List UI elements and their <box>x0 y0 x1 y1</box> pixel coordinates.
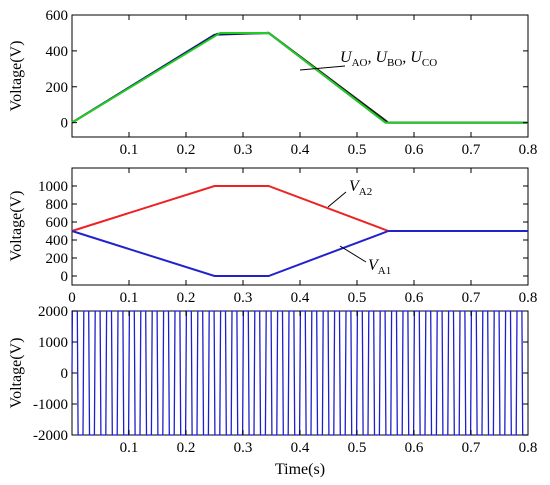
annotation-sub-3: CO <box>422 57 437 69</box>
series-UCO <box>71 31 528 124</box>
annotation-va1-arrow <box>339 245 367 263</box>
series-UBO <box>71 31 528 124</box>
panel-1-xtick-label: 0.5 <box>348 142 367 158</box>
panel-3-xtick-label: 0.2 <box>177 440 196 456</box>
panel-2-xtick-label: 0 <box>68 290 76 306</box>
panel-2-xtick-label: 0.7 <box>462 290 481 306</box>
panel-2-xtick-label: 0.6 <box>405 290 424 306</box>
panel-2-xtick-label: 0.8 <box>519 290 538 306</box>
panel-2-ytick-label: 800 <box>46 197 69 213</box>
svg-text:UAO, UBO, UCO: UAO, UBO, UCO <box>340 49 437 69</box>
panel-2-ytick-label: 0 <box>61 269 69 285</box>
panel-1-frame <box>71 14 529 138</box>
series-UAO <box>71 31 528 124</box>
series-VA1 <box>71 230 528 277</box>
panel-3-xtick-label: 0.7 <box>462 440 481 456</box>
panel-2-xtick-label: 0.3 <box>234 290 253 306</box>
series-line-voltage <box>71 310 528 436</box>
panel-3-ytick-label: 2000 <box>38 304 68 320</box>
panel-2-ytick-label: 1000 <box>38 179 68 195</box>
annotation-sub-1: AO <box>352 57 368 69</box>
panel-3-xtick-label: 0.6 <box>405 440 424 456</box>
annotation-u-phase: UAO, UBO, UCO <box>299 49 437 71</box>
annotation-var-1: U <box>340 49 353 66</box>
annotation-va2-var: V <box>349 178 361 195</box>
annotation-va1-var: V <box>368 257 380 274</box>
panel-3-ytick-label: -2000 <box>33 428 68 444</box>
panel-1-xtick-label: 0.7 <box>462 142 481 158</box>
panel-2-ylabel: Voltage(V) <box>8 191 25 262</box>
annotation-arrow <box>299 65 346 71</box>
panel-2-xtick-label: 0.4 <box>291 290 310 306</box>
panel-1-ytick-label: 600 <box>46 8 69 24</box>
annotation-va2-sub: A2 <box>359 186 372 198</box>
panel-1-xtick-label: 0.3 <box>234 142 253 158</box>
annotation-va2: VA2 <box>327 178 372 208</box>
panel-2-frame <box>71 167 529 286</box>
panel-1-xtick-label: 0.8 <box>519 142 538 158</box>
annotation-va2-arrow <box>327 191 347 208</box>
panel-3-xtick-label: 0.8 <box>519 440 538 456</box>
panel-1-xtick-label: 0.6 <box>405 142 424 158</box>
panel-2-ytick-label: 400 <box>46 233 69 249</box>
svg-text:VA1: VA1 <box>368 257 391 277</box>
panel-3-ytick-label: -1000 <box>33 397 68 413</box>
annotation-var-3: U <box>410 49 423 66</box>
panel-3-xtick-label: 0.4 <box>291 440 310 456</box>
annotation-var-2: U <box>375 49 388 66</box>
panel-1-ytick-label: 200 <box>46 80 69 96</box>
panel-3-ylabel: Voltage(V) <box>8 338 25 409</box>
panel-3-xlabel: Time(s) <box>275 461 325 478</box>
panel-3-xtick-label: 0.3 <box>234 440 253 456</box>
panel-3-ytick-label: 0 <box>61 366 69 382</box>
panel-3-xtick-label: 0.1 <box>120 440 139 456</box>
panel-2-xtick-label: 0.5 <box>348 290 367 306</box>
panel-1-xtick-label: 0.2 <box>177 142 196 158</box>
svg-text:VA2: VA2 <box>349 178 372 198</box>
panel-2-ytick-label: 600 <box>46 215 69 231</box>
panel-3-ytick-label: 1000 <box>38 335 68 351</box>
panel-2-ytick-label: 200 <box>46 251 69 267</box>
panel-1-xtick-label: 0.1 <box>120 142 139 158</box>
panel-1-ytick-label: 0 <box>61 116 69 132</box>
panel-1-ytick-label: 400 <box>46 44 69 60</box>
annotation-sub-2: BO <box>387 57 402 69</box>
panel-2-xtick-label: 0.2 <box>177 290 196 306</box>
series-VA2 <box>71 185 528 232</box>
annotation-va1-sub: A1 <box>378 265 391 277</box>
panel-1-ylabel: Voltage(V) <box>8 41 25 112</box>
panel-2-xtick-label: 0.1 <box>120 290 139 306</box>
annotation-va1: VA1 <box>339 245 391 277</box>
panel-1-xtick-label: 0.4 <box>291 142 310 158</box>
panel-3-xtick-label: 0.5 <box>348 440 367 456</box>
